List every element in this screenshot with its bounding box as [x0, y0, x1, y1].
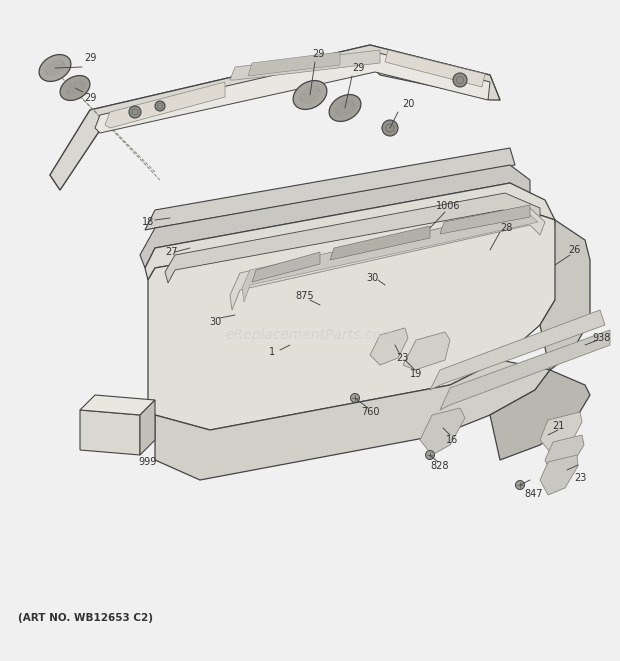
- Text: 29: 29: [352, 63, 364, 73]
- Text: 23: 23: [396, 353, 408, 363]
- Polygon shape: [140, 165, 530, 268]
- Polygon shape: [165, 193, 540, 283]
- Text: 828: 828: [431, 461, 450, 471]
- Polygon shape: [230, 50, 380, 80]
- Polygon shape: [330, 226, 430, 260]
- Polygon shape: [230, 208, 545, 310]
- Text: 20: 20: [402, 99, 414, 109]
- Polygon shape: [540, 412, 582, 452]
- Text: 1006: 1006: [436, 201, 460, 211]
- Circle shape: [129, 106, 141, 118]
- Polygon shape: [248, 52, 340, 76]
- Polygon shape: [105, 82, 225, 128]
- Ellipse shape: [60, 75, 90, 100]
- Text: 30: 30: [366, 273, 378, 283]
- Circle shape: [350, 393, 360, 403]
- Polygon shape: [155, 360, 550, 480]
- Text: 847: 847: [525, 489, 543, 499]
- Text: 18: 18: [142, 217, 154, 227]
- Text: 29: 29: [312, 49, 324, 59]
- Ellipse shape: [329, 95, 361, 122]
- Text: 938: 938: [593, 333, 611, 343]
- Text: 875: 875: [296, 291, 314, 301]
- Text: 30: 30: [209, 317, 221, 327]
- Polygon shape: [148, 205, 560, 430]
- Text: 999: 999: [139, 457, 157, 467]
- Circle shape: [425, 451, 435, 459]
- Text: (ART NO. WB12653 C2): (ART NO. WB12653 C2): [18, 613, 153, 623]
- Text: 1: 1: [269, 347, 275, 357]
- Polygon shape: [490, 370, 590, 460]
- Polygon shape: [385, 50, 485, 87]
- Circle shape: [155, 101, 165, 111]
- Polygon shape: [140, 400, 155, 455]
- Polygon shape: [540, 455, 578, 495]
- Polygon shape: [252, 252, 320, 282]
- Polygon shape: [440, 205, 530, 234]
- Text: 28: 28: [500, 223, 512, 233]
- Polygon shape: [440, 330, 610, 410]
- Polygon shape: [420, 408, 465, 455]
- Polygon shape: [145, 183, 555, 280]
- Text: 29: 29: [84, 53, 96, 63]
- Polygon shape: [50, 45, 500, 190]
- Ellipse shape: [293, 81, 327, 110]
- Text: 27: 27: [166, 247, 179, 257]
- Polygon shape: [370, 328, 408, 365]
- Polygon shape: [430, 310, 605, 390]
- Text: 760: 760: [361, 407, 379, 417]
- Polygon shape: [540, 220, 590, 370]
- Circle shape: [453, 73, 467, 87]
- Circle shape: [382, 120, 398, 136]
- Polygon shape: [50, 45, 500, 190]
- Polygon shape: [80, 395, 155, 415]
- Text: 29: 29: [84, 93, 96, 103]
- Text: 21: 21: [552, 421, 564, 431]
- Polygon shape: [95, 52, 490, 133]
- Text: 19: 19: [410, 369, 422, 379]
- Polygon shape: [403, 332, 450, 370]
- Circle shape: [515, 481, 525, 490]
- Polygon shape: [145, 148, 515, 230]
- Text: 16: 16: [446, 435, 458, 445]
- Ellipse shape: [39, 55, 71, 81]
- Polygon shape: [545, 435, 584, 475]
- Text: eReplacementParts.com: eReplacementParts.com: [225, 328, 395, 342]
- Polygon shape: [80, 410, 140, 455]
- Text: 26: 26: [568, 245, 580, 255]
- Polygon shape: [242, 210, 538, 302]
- Text: 23: 23: [574, 473, 586, 483]
